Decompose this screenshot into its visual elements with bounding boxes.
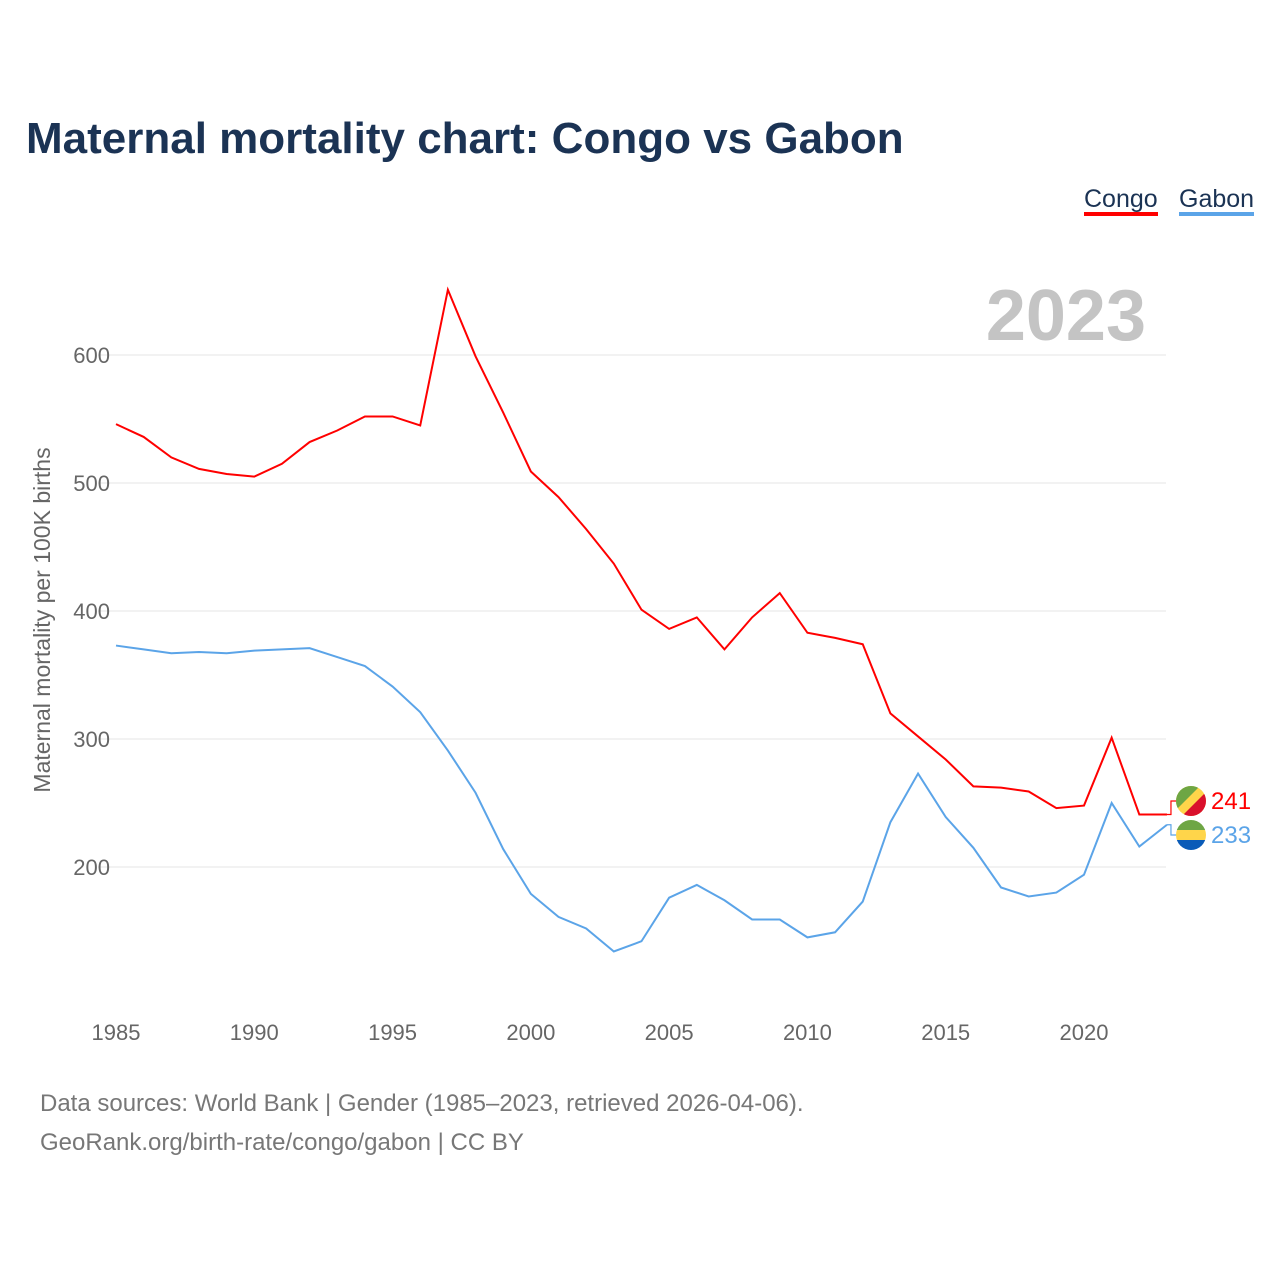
footer-url: GeoRank.org/birth-rate/congo/gabon | CC … [40,1129,524,1156]
legend-item-congo[interactable]: Congo [1084,185,1158,216]
legend-swatch [1179,212,1254,216]
chart-title: Maternal mortality chart: Congo vs Gabon [26,114,904,163]
x-tick-label: 2020 [1060,1020,1109,1045]
x-tick-label: 2015 [921,1020,970,1045]
gabon-flag-icon [1176,820,1206,850]
x-tick-label: 1995 [368,1020,417,1045]
y-axis-label: Maternal mortality per 100K births [29,447,55,792]
x-tick-label: 2010 [783,1020,832,1045]
footer-sources: Data sources: World Bank | Gender (1985–… [40,1090,804,1117]
y-tick-label: 400 [73,599,110,624]
series-line-gabon [115,644,1168,953]
legend-item-gabon[interactable]: Gabon [1179,185,1254,216]
end-connector [1166,800,1177,816]
y-tick-label: 300 [73,727,110,752]
legend-label: Gabon [1179,185,1254,213]
x-tick-label: 1990 [230,1020,279,1045]
legend-swatch [1084,212,1158,216]
x-tick-label: 2005 [645,1020,694,1045]
x-tick-label: 1985 [92,1020,141,1045]
end-value-label: 241 [1211,788,1251,815]
end-value-label: 233 [1211,822,1251,849]
y-tick-label: 500 [73,471,110,496]
congo-flag-icon [1176,786,1206,816]
y-tick-label: 600 [73,343,110,368]
end-connector [1166,824,1177,836]
year-label: 2023 [986,276,1146,356]
y-tick-label: 200 [73,855,110,880]
x-tick-label: 2000 [506,1020,555,1045]
legend-label: Congo [1084,185,1158,213]
series-line-congo [115,286,1167,816]
